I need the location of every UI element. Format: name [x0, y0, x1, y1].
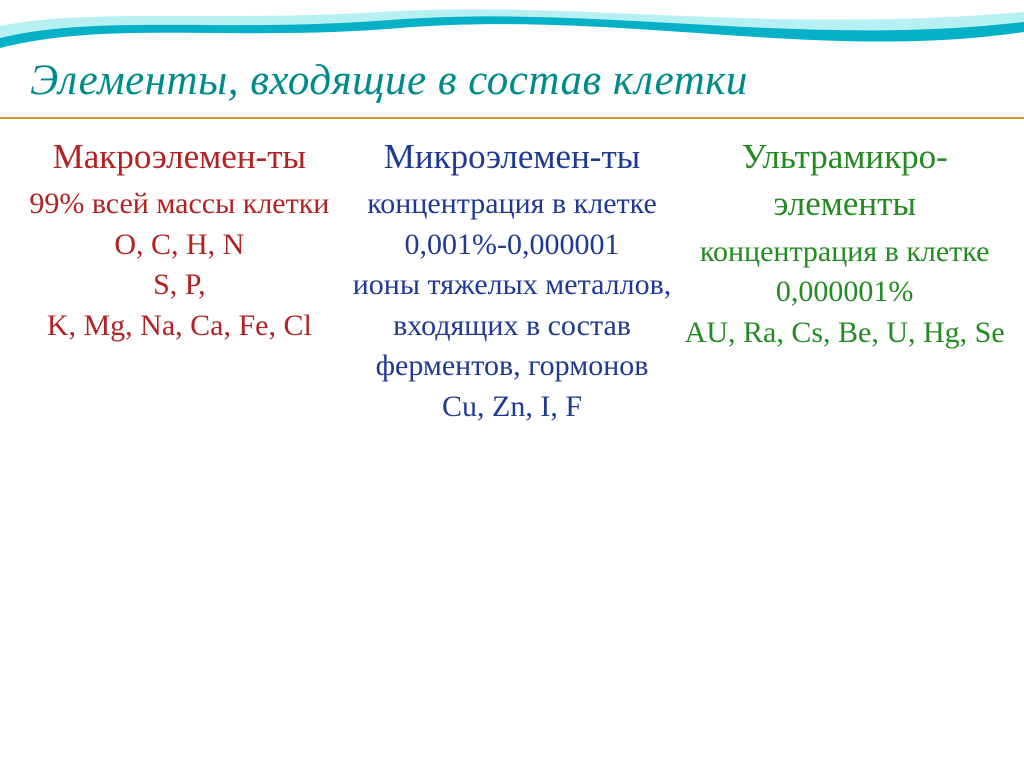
column-body: ионы тяжелых металлов, входящих в состав…: [351, 265, 674, 427]
columns-container: Макроэлемен-ты 99% всей массы клетки O, …: [0, 133, 1024, 427]
column-sub: концентрация в клетке 0,001%-0,000001: [351, 184, 674, 265]
page-title: Элементы, входящие в состав клетки: [30, 56, 994, 105]
column-body: O, C, H, NS, P,K, Mg, Na, Ca, Fe, Cl: [18, 225, 341, 347]
title-rule: [0, 117, 1024, 119]
column-heading: Макроэлемен-ты: [18, 133, 341, 180]
column-micro: Микроэлемен-ты концентрация в клетке 0,0…: [351, 133, 674, 427]
column-macro: Макроэлемен-ты 99% всей массы клетки O, …: [18, 133, 341, 427]
column-sub: концентрация в клетке 0,000001%: [683, 232, 1006, 313]
column-sub: 99% всей массы клетки: [18, 184, 341, 225]
column-ultramicro: Ультрамикро-элементы концентрация в клет…: [683, 133, 1006, 427]
column-heading: Ультрамикро-элементы: [683, 133, 1006, 228]
column-heading: Микроэлемен-ты: [351, 133, 674, 180]
column-body: AU, Ra, Cs, Be, U, Hg, Se: [683, 313, 1006, 354]
